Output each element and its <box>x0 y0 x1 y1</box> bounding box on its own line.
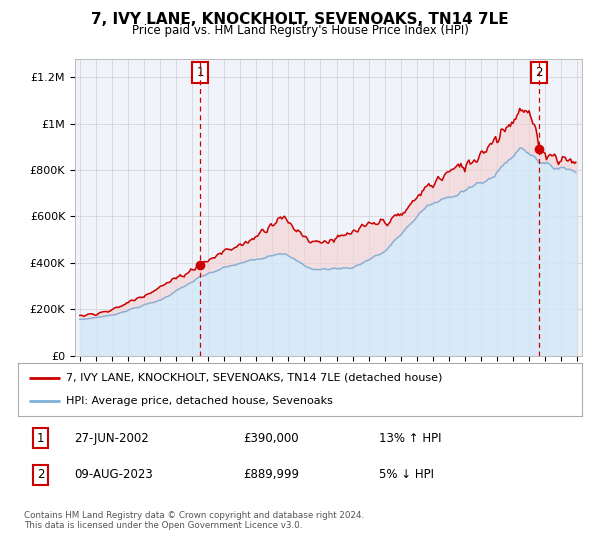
Text: £390,000: £390,000 <box>244 432 299 445</box>
Text: 7, IVY LANE, KNOCKHOLT, SEVENOAKS, TN14 7LE: 7, IVY LANE, KNOCKHOLT, SEVENOAKS, TN14 … <box>91 12 509 27</box>
Text: Contains HM Land Registry data © Crown copyright and database right 2024.
This d: Contains HM Land Registry data © Crown c… <box>24 511 364 530</box>
Text: 13% ↑ HPI: 13% ↑ HPI <box>379 432 442 445</box>
Text: 7, IVY LANE, KNOCKHOLT, SEVENOAKS, TN14 7LE (detached house): 7, IVY LANE, KNOCKHOLT, SEVENOAKS, TN14 … <box>66 372 442 382</box>
Text: 1: 1 <box>37 432 44 445</box>
Text: 27-JUN-2002: 27-JUN-2002 <box>74 432 149 445</box>
Text: 5% ↓ HPI: 5% ↓ HPI <box>379 468 434 481</box>
Text: 1: 1 <box>196 66 204 79</box>
Text: HPI: Average price, detached house, Sevenoaks: HPI: Average price, detached house, Seve… <box>66 396 333 407</box>
Text: 2: 2 <box>535 66 542 79</box>
Text: Price paid vs. HM Land Registry's House Price Index (HPI): Price paid vs. HM Land Registry's House … <box>131 24 469 37</box>
Text: 2: 2 <box>37 468 44 481</box>
Text: 09-AUG-2023: 09-AUG-2023 <box>74 468 153 481</box>
Text: £889,999: £889,999 <box>244 468 299 481</box>
